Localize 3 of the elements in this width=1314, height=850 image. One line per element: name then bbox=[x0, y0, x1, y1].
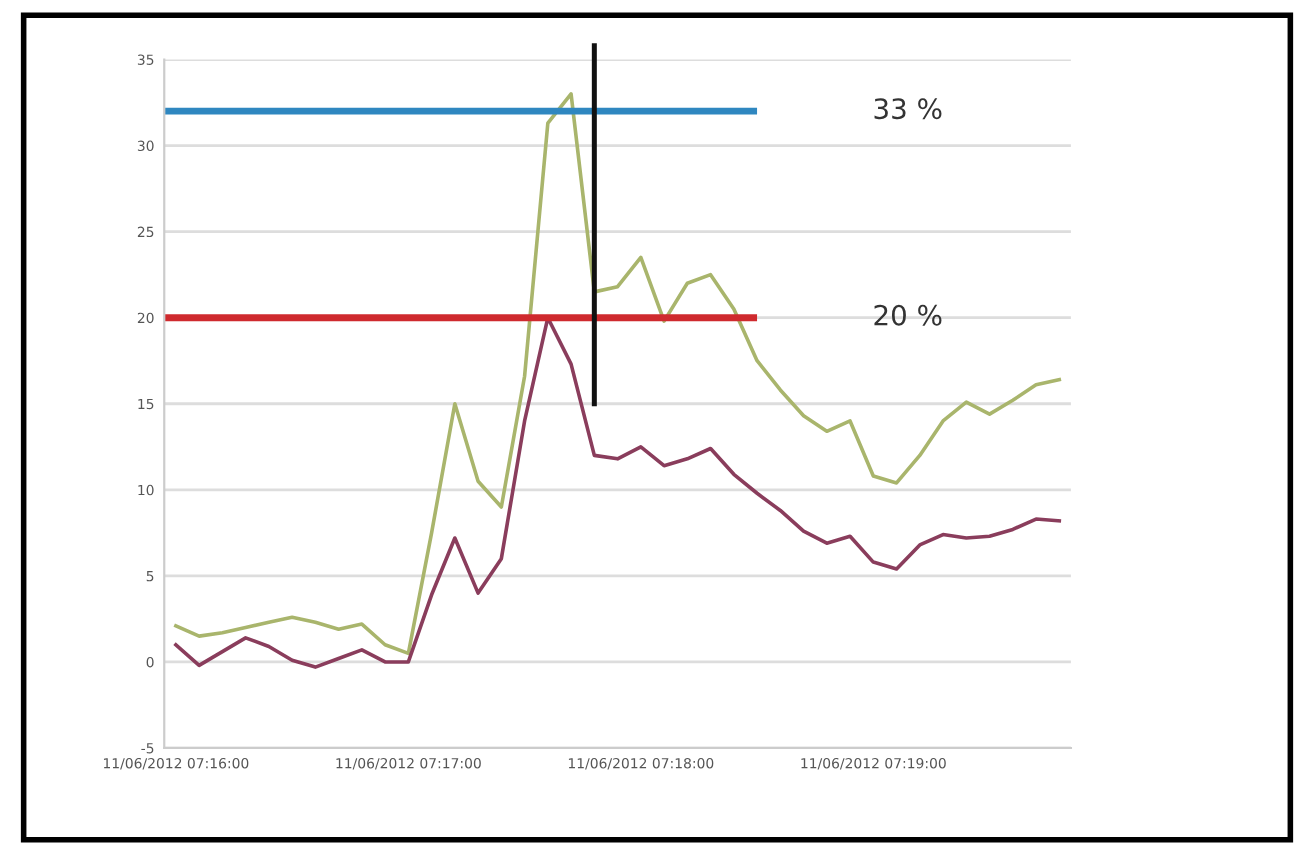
line-series bbox=[174, 92, 1062, 656]
annotation: 33 % bbox=[874, 98, 942, 120]
annotation: 20 % bbox=[874, 304, 942, 326]
